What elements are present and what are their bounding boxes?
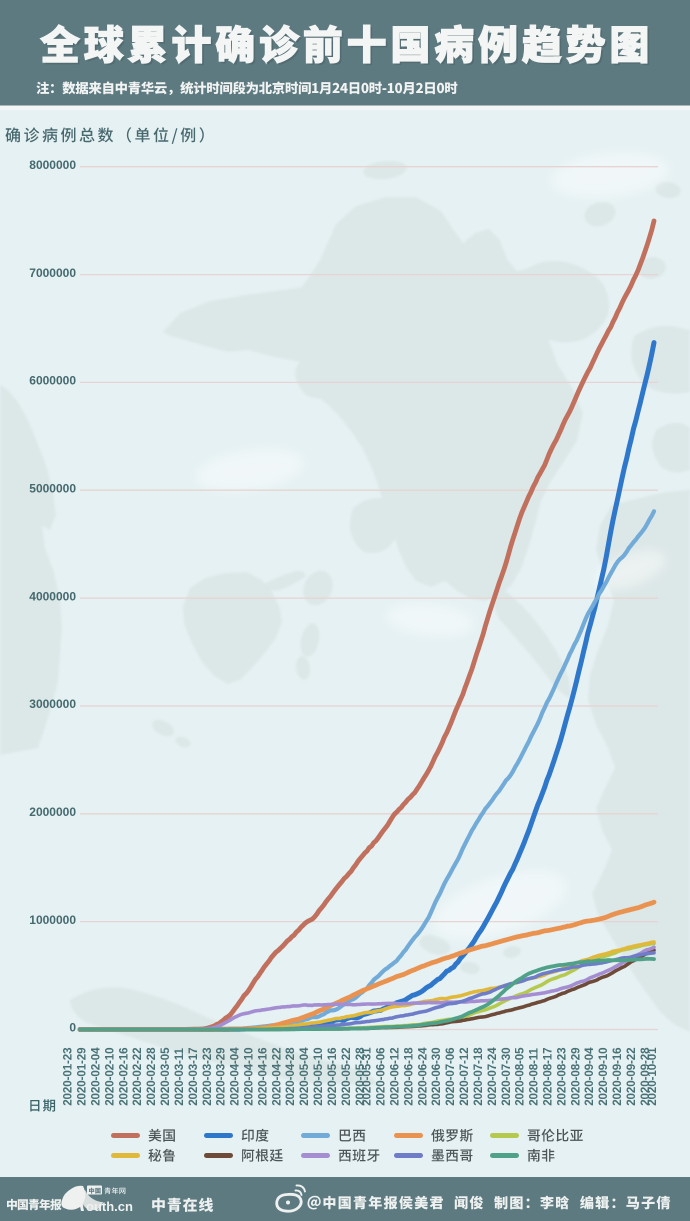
svg-text:2020-03-23: 2020-03-23 — [201, 1047, 214, 1106]
svg-text:2020-09-10: 2020-09-10 — [597, 1047, 610, 1105]
svg-text:2020-06-18: 2020-06-18 — [402, 1047, 415, 1106]
svg-text:2020-03-05: 2020-03-05 — [159, 1047, 172, 1106]
svg-text:2020-07-06: 2020-07-06 — [444, 1047, 457, 1106]
svg-text:2020-07-24: 2020-07-24 — [486, 1047, 499, 1106]
svg-text:2020-09-04: 2020-09-04 — [583, 1047, 596, 1106]
svg-text:2020-02-10: 2020-02-10 — [103, 1047, 116, 1105]
svg-text:2020-01-29: 2020-01-29 — [76, 1047, 89, 1106]
svg-text:7000000: 7000000 — [29, 266, 76, 280]
svg-text:2020-06-12: 2020-06-12 — [389, 1047, 402, 1105]
svg-text:2020-07-30: 2020-07-30 — [500, 1047, 513, 1105]
svg-text:outh.cn: outh.cn — [86, 1199, 133, 1214]
svg-text:2020-02-28: 2020-02-28 — [145, 1047, 158, 1106]
svg-text:2020-08-17: 2020-08-17 — [542, 1047, 555, 1105]
svg-text:8000000: 8000000 — [29, 158, 76, 172]
svg-text:2020-08-11: 2020-08-11 — [528, 1047, 541, 1105]
svg-text:5000000: 5000000 — [29, 481, 76, 495]
svg-text:2020-04-10: 2020-04-10 — [243, 1047, 256, 1105]
svg-text:2020-08-29: 2020-08-29 — [569, 1047, 582, 1106]
svg-text:2020-03-11: 2020-03-11 — [173, 1047, 186, 1105]
svg-text:0: 0 — [69, 1021, 76, 1035]
svg-text:2020-09-22: 2020-09-22 — [625, 1047, 638, 1105]
svg-text:2020-02-04: 2020-02-04 — [90, 1047, 103, 1106]
svg-text:2000000: 2000000 — [29, 805, 76, 819]
svg-text:2020-04-04: 2020-04-04 — [229, 1047, 242, 1106]
svg-text:2020-09-28: 2020-09-28 — [639, 1047, 652, 1106]
svg-text:2020-05-16: 2020-05-16 — [326, 1047, 339, 1106]
svg-text:2020-06-24: 2020-06-24 — [416, 1047, 429, 1106]
svg-text:6000000: 6000000 — [29, 374, 76, 388]
svg-text:2020-10-01: 2020-10-01 — [646, 1047, 659, 1106]
svg-text:2020-07-12: 2020-07-12 — [458, 1047, 471, 1105]
svg-text:4000000: 4000000 — [29, 589, 76, 603]
svg-text:2020-04-28: 2020-04-28 — [284, 1047, 297, 1106]
svg-text:2020-01-23: 2020-01-23 — [62, 1047, 75, 1106]
svg-text:2020-05-31: 2020-05-31 — [361, 1047, 374, 1106]
svg-text:3000000: 3000000 — [29, 697, 76, 711]
svg-text:2020-07-18: 2020-07-18 — [472, 1047, 485, 1106]
svg-text:2020-02-16: 2020-02-16 — [117, 1047, 130, 1106]
svg-text:1000000: 1000000 — [29, 913, 76, 927]
svg-text:2020-09-16: 2020-09-16 — [611, 1047, 624, 1106]
svg-text:2020-05-04: 2020-05-04 — [298, 1047, 311, 1106]
svg-text:2020-03-29: 2020-03-29 — [215, 1047, 228, 1106]
svg-text:2020-08-05: 2020-08-05 — [514, 1047, 527, 1106]
svg-text:2020-02-22: 2020-02-22 — [131, 1047, 144, 1105]
svg-text:2020-05-22: 2020-05-22 — [340, 1047, 353, 1105]
svg-text:2020-05-28: 2020-05-28 — [354, 1047, 367, 1106]
svg-text:2020-03-17: 2020-03-17 — [187, 1047, 200, 1105]
svg-text:2020-06-06: 2020-06-06 — [375, 1047, 388, 1106]
svg-text:2020-04-22: 2020-04-22 — [270, 1047, 283, 1105]
svg-text:2020-05-10: 2020-05-10 — [312, 1047, 325, 1105]
svg-text:2020-06-30: 2020-06-30 — [430, 1047, 443, 1105]
svg-text:2020-04-16: 2020-04-16 — [256, 1047, 269, 1106]
svg-text:2020-08-23: 2020-08-23 — [555, 1047, 568, 1106]
